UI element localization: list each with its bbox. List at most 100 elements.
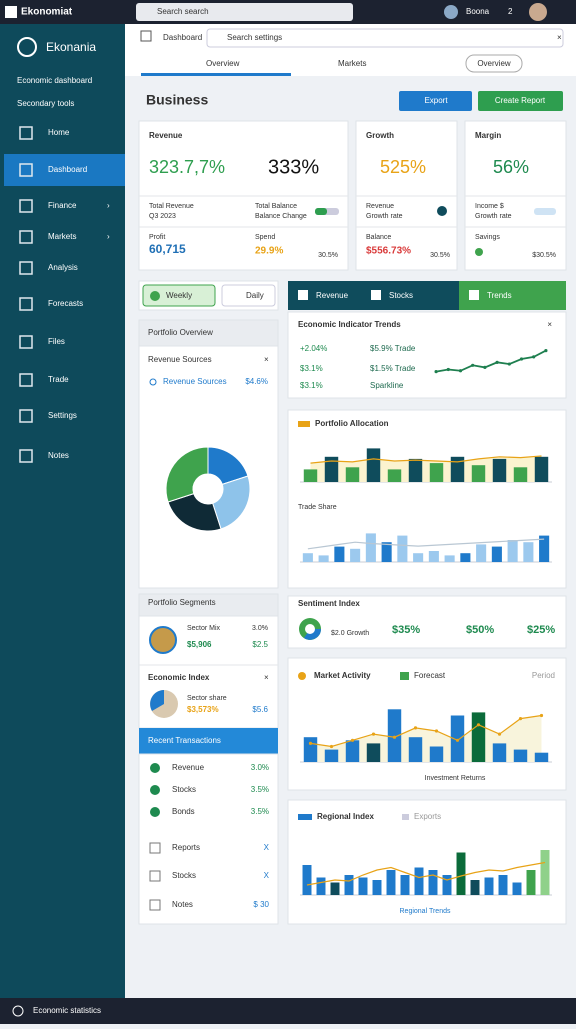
segment-value: $3,573% — [187, 705, 219, 714]
list-value: 3.0% — [251, 763, 269, 772]
bar — [534, 456, 549, 482]
close[interactable]: × — [557, 33, 562, 42]
nav-icon — [19, 126, 33, 140]
nav-item[interactable]: Trade — [48, 375, 69, 384]
tab[interactable]: Overview — [206, 59, 240, 68]
kpi-label: Growth rate — [366, 213, 403, 220]
segment-label: Sector Mix — [187, 625, 221, 632]
tab-icon — [298, 290, 308, 300]
list-label[interactable]: Bonds — [172, 807, 195, 816]
tab-active[interactable] — [142, 284, 216, 307]
list-icon — [150, 763, 160, 773]
kpi-note: 30.5% — [318, 252, 338, 259]
bar — [408, 458, 423, 482]
list-label[interactable]: Notes — [172, 900, 193, 909]
header-search[interactable] — [206, 28, 564, 48]
line-point — [476, 723, 481, 727]
kpi-value: 56% — [493, 157, 529, 177]
tab-text: Daily — [246, 291, 264, 300]
line-point — [539, 713, 544, 718]
toggle-knob — [315, 208, 327, 215]
tab[interactable] — [221, 284, 276, 307]
kpi-label: Total Balance — [255, 203, 297, 210]
search-placeholder: Search search — [157, 7, 209, 16]
line-point — [308, 741, 313, 746]
close[interactable]: × — [547, 320, 552, 329]
bar — [358, 877, 368, 895]
legend-swatch — [298, 814, 312, 820]
bar — [492, 458, 507, 482]
list-title: Recent Transactions — [148, 736, 221, 745]
tab[interactable]: Markets — [338, 59, 366, 68]
kpi-label: Growth rate — [475, 213, 512, 220]
menu-icon[interactable] — [140, 30, 152, 42]
nav-item[interactable]: Notes — [48, 451, 69, 460]
list-label[interactable]: Stocks — [172, 871, 196, 880]
action-button[interactable] — [478, 91, 563, 111]
list-items: Revenue 3.0% Stocks 3.5% Bonds 3.5% Reports X St… — [149, 763, 270, 911]
bar — [345, 740, 360, 762]
nav-item[interactable]: Markets — [48, 232, 76, 241]
sentiment-icon-hole — [305, 624, 315, 634]
pie — [165, 446, 251, 532]
pie-slice — [212, 475, 251, 530]
nav-item[interactable]: Finance — [48, 201, 77, 210]
panel — [287, 311, 567, 399]
line — [310, 455, 542, 464]
status-dot — [437, 206, 447, 216]
panel — [287, 595, 567, 649]
line-point — [471, 363, 475, 367]
bar — [345, 467, 360, 482]
close[interactable]: × — [264, 355, 269, 364]
bar — [387, 469, 402, 482]
kpi-note: 30.5% — [430, 252, 450, 259]
bar — [456, 852, 466, 895]
kpi-item-label: Spend — [255, 234, 275, 241]
avatar[interactable] — [529, 3, 547, 21]
footer-icon — [12, 1005, 24, 1017]
logo-icon — [5, 6, 17, 18]
bar — [381, 542, 392, 562]
list-label[interactable]: Stocks — [172, 785, 196, 794]
nav-item[interactable]: Settings — [48, 411, 77, 420]
bar — [498, 875, 508, 895]
line-point — [434, 729, 439, 733]
close[interactable]: × — [264, 673, 269, 682]
indicator-text: $3.1% — [300, 364, 323, 373]
avatar[interactable] — [444, 5, 458, 19]
panel — [287, 799, 567, 925]
sentiment-value: $50% — [466, 624, 494, 636]
line-point — [329, 744, 334, 749]
nav-item[interactable]: Analysis — [48, 263, 78, 272]
line-point — [446, 367, 450, 372]
list-label[interactable]: Reports — [172, 843, 200, 852]
legend-swatch — [402, 814, 409, 820]
nav-item[interactable]: Files — [48, 337, 65, 346]
chart-footer: Regional Trends — [400, 908, 451, 915]
line-point — [350, 738, 355, 742]
nav-icon — [19, 230, 33, 244]
bar — [491, 546, 502, 562]
search-box[interactable] — [136, 3, 353, 21]
chart-title: Trade Share — [298, 504, 337, 511]
subtitle: Economic dashboard — [17, 76, 92, 85]
nav-item[interactable]: Dashboard — [48, 165, 87, 174]
nav-item[interactable]: Forecasts — [48, 299, 83, 308]
chart-title: Regional Index — [317, 812, 374, 821]
tab-text: Stocks — [389, 291, 413, 300]
action-button[interactable] — [399, 91, 472, 111]
list-label[interactable]: Revenue — [172, 763, 205, 772]
line — [307, 538, 545, 550]
bar — [471, 712, 486, 762]
kpi-label: Revenue — [366, 203, 394, 210]
kpi-title: Margin — [475, 131, 501, 140]
nav-item[interactable]: Home — [48, 128, 70, 137]
list — [138, 753, 279, 925]
kpi-note: $30.5% — [532, 252, 556, 259]
bar — [507, 540, 518, 562]
bar — [366, 448, 381, 482]
header-button[interactable] — [465, 54, 523, 73]
action-text: Create Report — [495, 96, 546, 105]
kpi-item-label: Savings — [475, 234, 500, 241]
toggle[interactable] — [534, 208, 556, 215]
